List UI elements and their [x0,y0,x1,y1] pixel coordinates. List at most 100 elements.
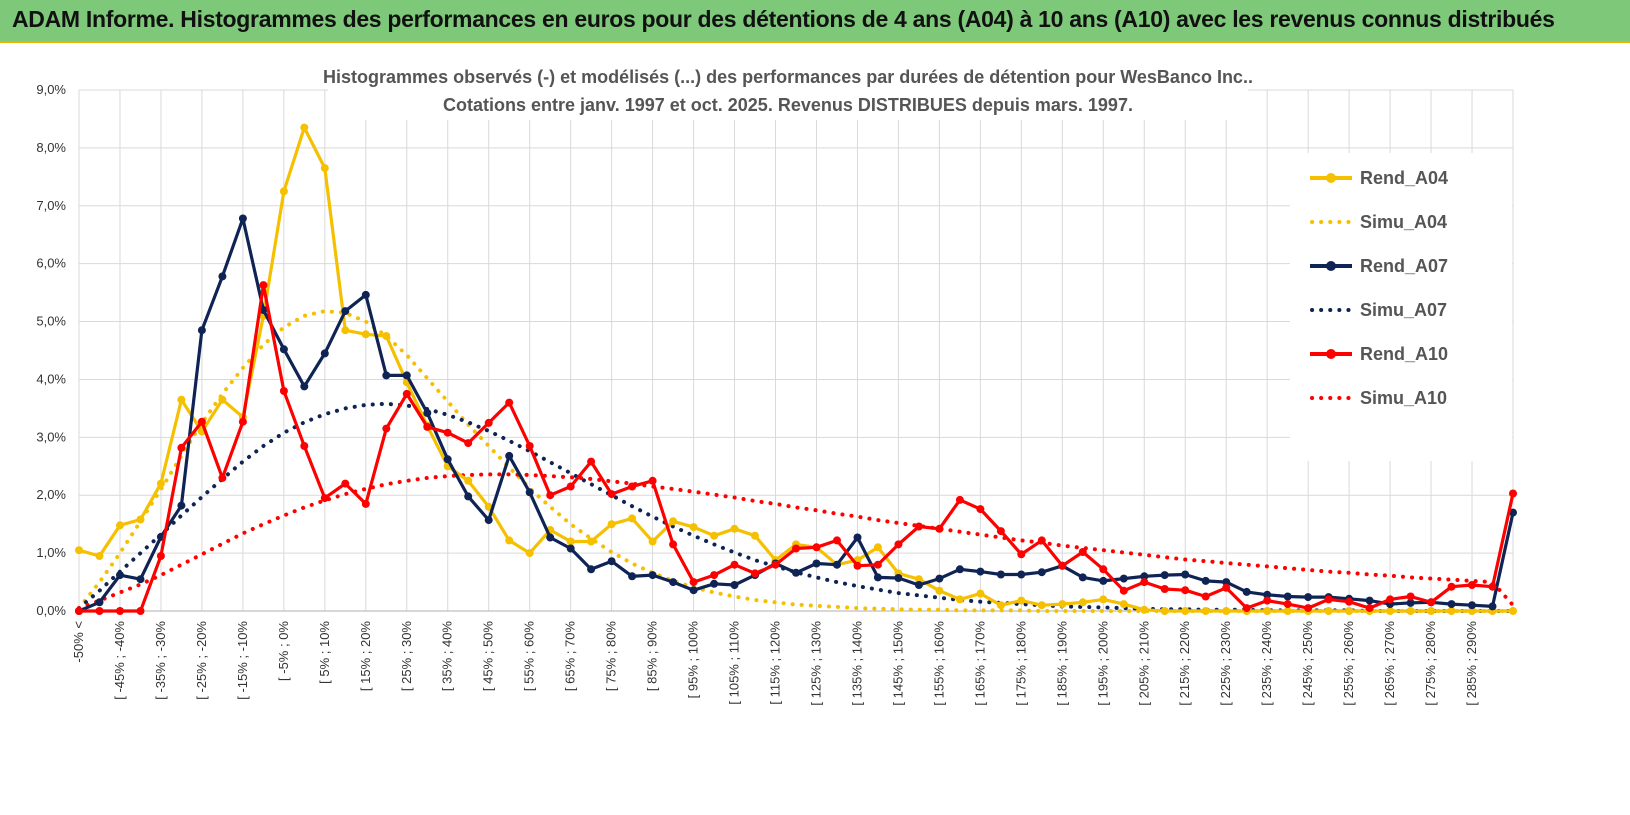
point-Rend_A10 [218,473,227,482]
legend-item-Rend_A10[interactable]: Rend_A10 [1310,344,1448,364]
point-Rend_A04 [464,476,473,485]
point-Rend_A07 [812,559,821,568]
point-Rend_A10 [443,428,452,437]
point-Rend_A10 [279,387,288,395]
point-Rend_A10 [1058,561,1067,570]
point-Rend_A10 [1242,604,1251,613]
point-Rend_A07 [382,371,391,380]
point-Rend_A04 [75,546,83,555]
point-Rend_A04 [1427,607,1436,615]
point-Rend_A07 [1365,596,1374,605]
point-Rend_A07 [1201,576,1210,585]
x-tick-label: [ 135% ; 140% [849,621,864,706]
point-Rend_A07 [955,565,964,574]
x-tick-label: [ 155% ; 160% [931,621,946,706]
point-Rend_A07 [853,533,862,542]
point-Rend_A10 [116,607,124,615]
point-Rend_A10 [955,495,964,504]
legend-item-Simu_A07[interactable]: Simu_A07 [1310,300,1447,320]
x-tick-label: [ 95% ; 100% [686,621,701,699]
x-tick-label: [ 35% ; 40% [440,621,455,692]
point-Rend_A07 [1078,573,1087,582]
point-Rend_A07 [730,581,739,589]
point-Rend_A07 [1304,593,1313,602]
legend-box [1290,153,1512,461]
point-Rend_A10 [853,561,862,570]
x-tick-label: [ -25% ; -20% [194,621,209,700]
point-Rend_A10 [1345,597,1354,606]
point-Rend_A10 [1365,604,1374,613]
point-Rend_A07 [116,571,124,580]
point-Rend_A10 [607,490,616,499]
report-banner: ADAM Informe. Histogrammes des performan… [0,0,1630,43]
point-Rend_A04 [730,524,739,533]
series-Simu_A07 [77,401,1515,613]
point-Rend_A10 [484,418,493,427]
point-Rend_A10 [238,417,247,426]
point-Rend_A07 [1488,602,1497,611]
point-Rend_A04 [1222,607,1231,615]
legend-marker [1326,261,1336,271]
point-Rend_A10 [300,442,309,450]
legend-label: Simu_A10 [1360,388,1447,408]
point-Rend_A04 [689,523,698,532]
point-Rend_A04 [1201,607,1210,615]
series-Simu_A10 [77,472,1515,611]
point-Rend_A04 [1119,600,1128,609]
legend[interactable]: Rend_A04 Simu_A04 Rend_A07 Simu_A07 Rend_A10… [1310,168,1448,408]
point-Rend_A07 [1140,572,1149,581]
point-Rend_A07 [484,516,493,525]
point-Rend_A07 [443,455,452,464]
point-Rend_A04 [955,595,964,604]
point-Rend_A10 [1406,592,1415,601]
y-tick-label: 6,0% [36,256,66,271]
point-Rend_A04 [1468,607,1476,615]
legend-label: Simu_A07 [1360,300,1447,320]
x-tick-label: [ 205% ; 210% [1136,621,1151,706]
x-tick-label: [ 165% ; 170% [972,621,987,706]
point-Rend_A07 [95,598,104,607]
chart-series [75,123,1517,615]
point-Rend_A07 [833,560,841,569]
y-tick-label: 2,0% [36,487,66,502]
legend-item-Simu_A04[interactable]: Simu_A04 [1310,212,1447,232]
point-Rend_A10 [996,527,1005,536]
point-Rend_A10 [1160,585,1169,593]
point-Rend_A10 [341,479,350,488]
legend-item-Simu_A10[interactable]: Simu_A10 [1310,388,1447,408]
point-Rend_A07 [1509,508,1517,517]
point-Rend_A04 [1509,607,1517,615]
x-tick-label: [ 125% ; 130% [808,621,823,706]
point-Rend_A04 [1345,607,1354,615]
x-tick-label: [ 175% ; 180% [1013,621,1028,706]
point-Rend_A07 [1119,574,1128,583]
point-Rend_A10 [587,457,596,466]
point-Rend_A10 [1017,550,1026,559]
point-Rend_A07 [1283,592,1292,601]
y-tick-label: 1,0% [36,545,66,560]
point-Rend_A07 [218,272,227,281]
x-tick-label: [ 15% ; 20% [358,621,373,692]
point-Rend_A04 [976,589,985,598]
point-Rend_A07 [607,557,616,566]
x-tick-label: [ -35% ; -30% [153,621,168,700]
point-Rend_A10 [751,569,759,578]
point-Rend_A07 [1017,570,1026,579]
point-Rend_A07 [1160,571,1169,580]
point-Rend_A07 [361,290,370,299]
legend-marker [1326,349,1336,359]
point-Rend_A10 [792,544,800,553]
point-Rend_A10 [566,482,575,491]
point-Rend_A10 [1488,582,1497,591]
legend-label: Simu_A04 [1360,212,1447,232]
point-Rend_A04 [1140,605,1149,614]
point-Rend_A10 [1427,598,1436,607]
point-Rend_A10 [361,499,370,508]
legend-item-Rend_A07[interactable]: Rend_A07 [1310,256,1448,276]
x-axis: -50% < [ -45% ; -40% [ -35% ; -30% [ -25% ;… [71,621,1479,706]
x-tick-label: [ 225% ; 230% [1218,621,1233,706]
y-tick-label: 7,0% [36,198,66,213]
point-Rend_A07 [1037,568,1046,577]
point-Rend_A07 [914,581,923,589]
legend-item-Rend_A04[interactable]: Rend_A04 [1310,168,1448,188]
